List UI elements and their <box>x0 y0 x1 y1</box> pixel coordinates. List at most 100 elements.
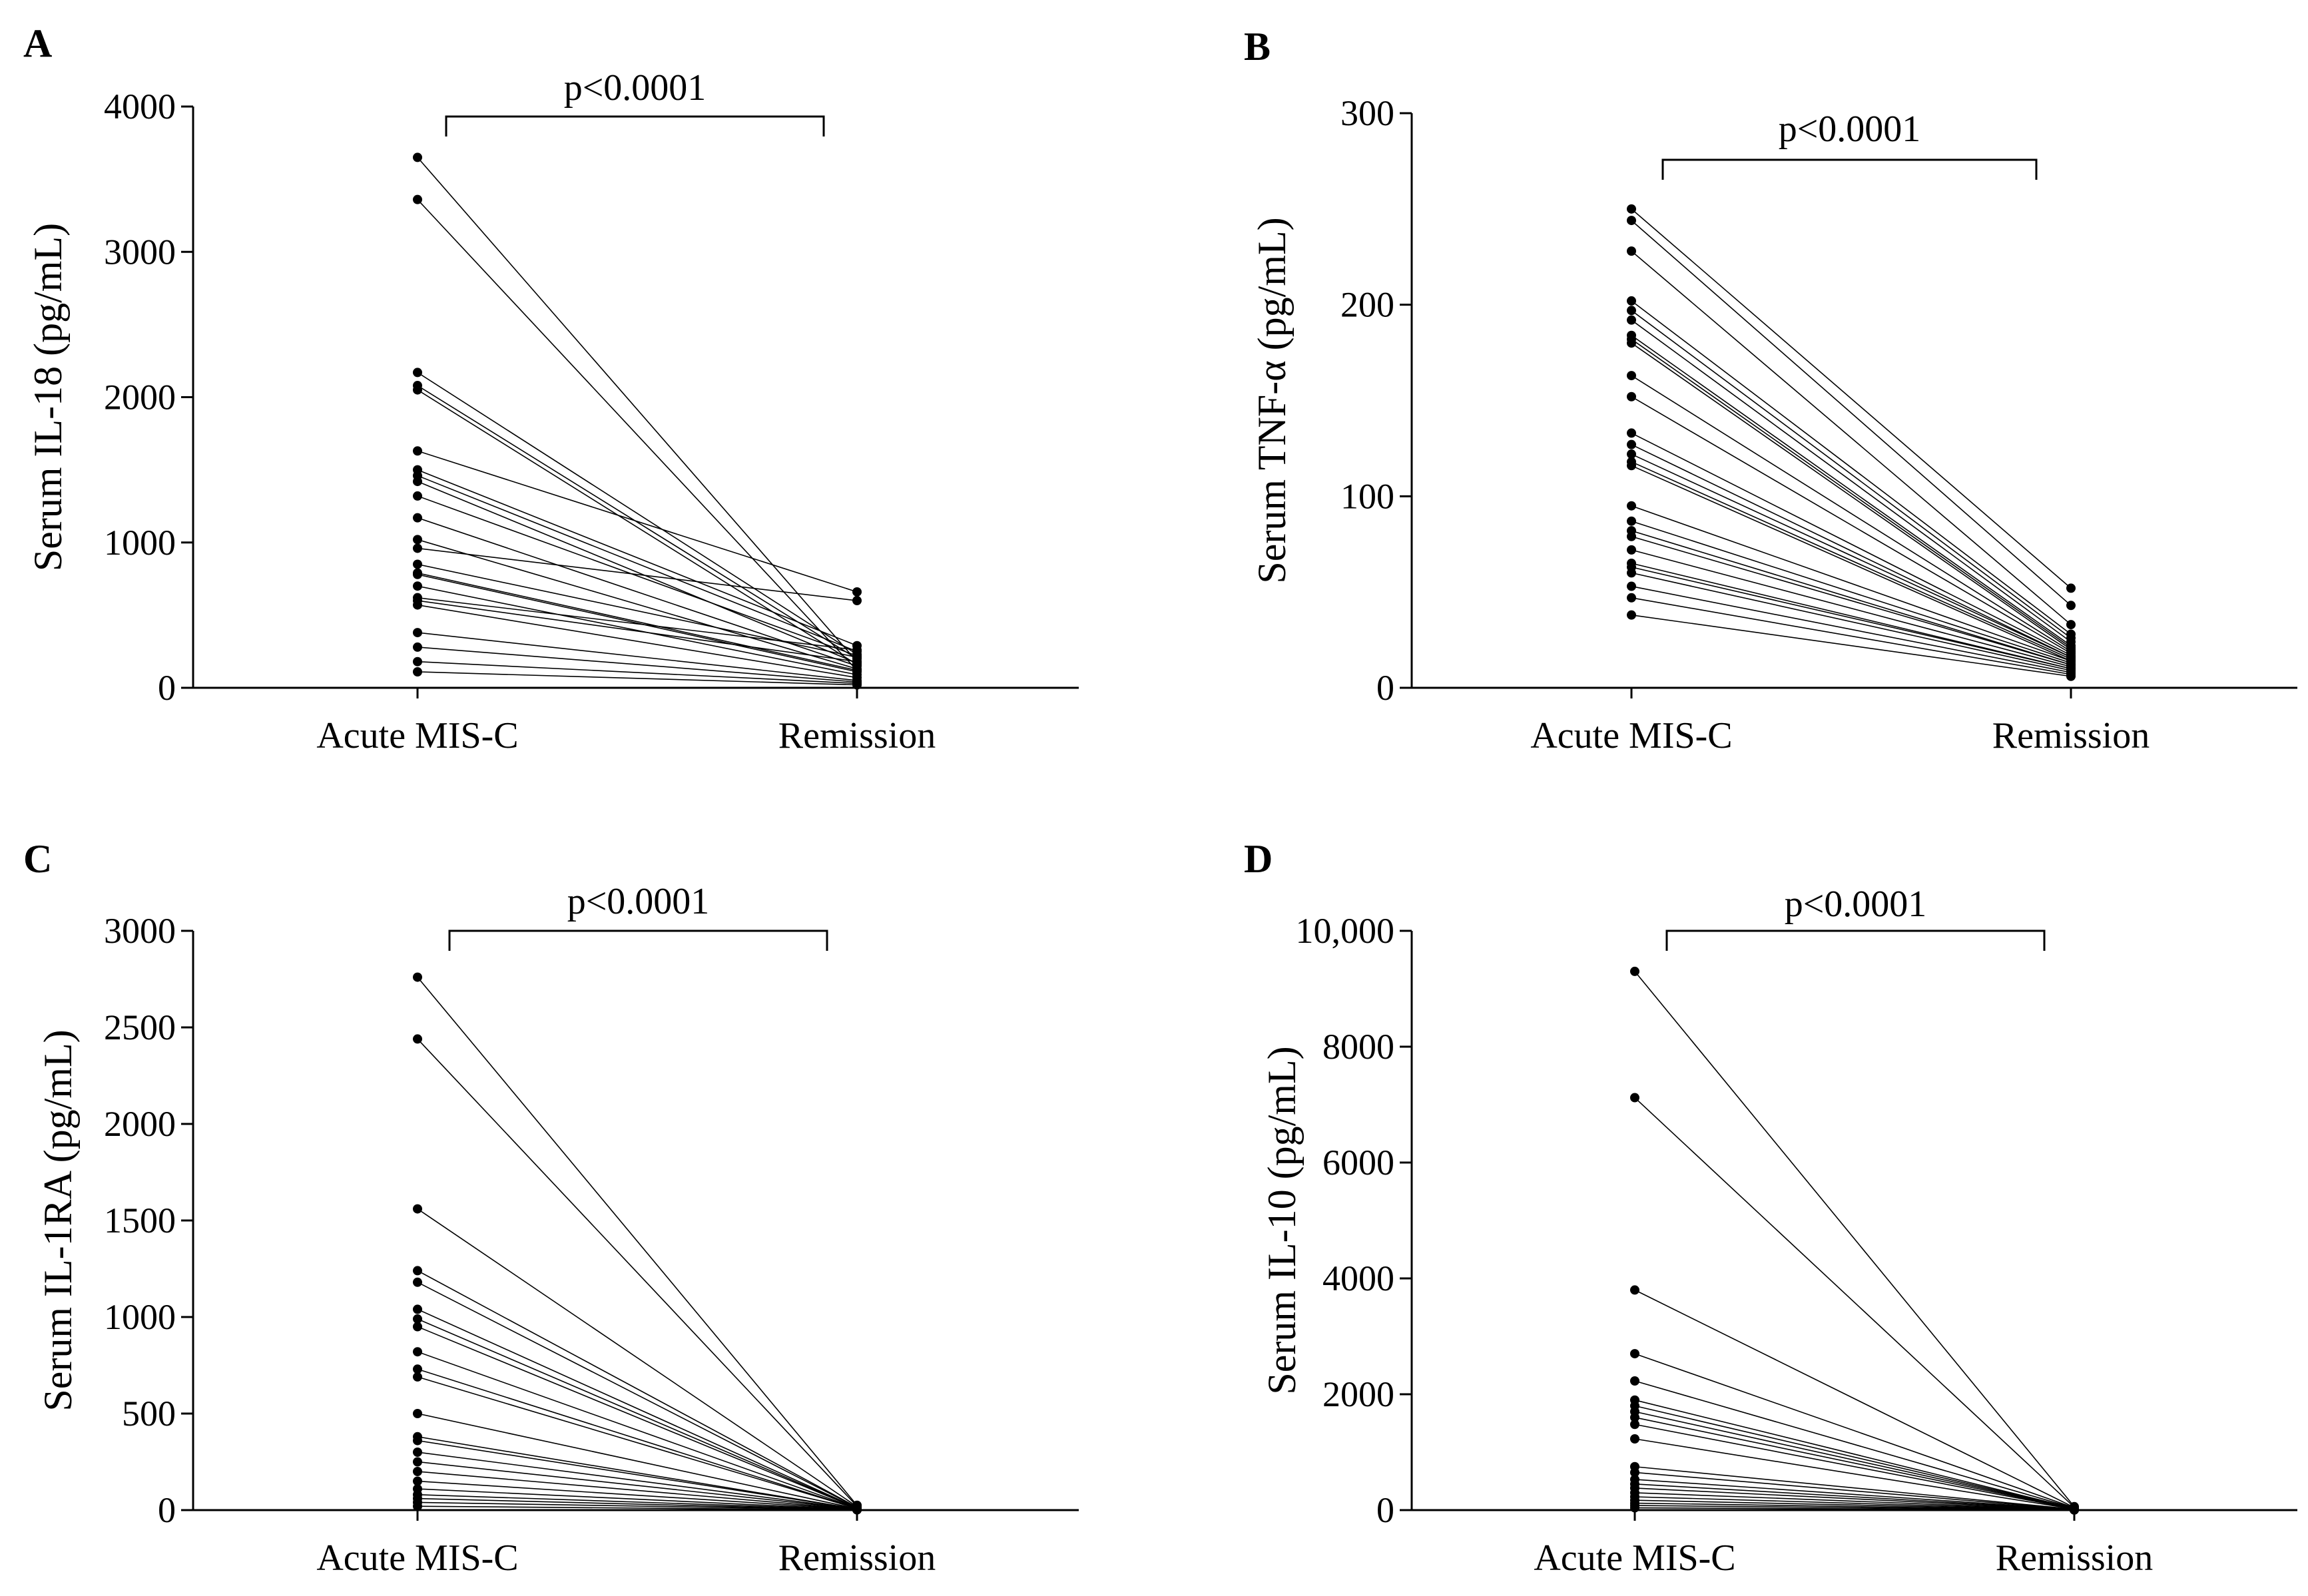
data-point-acute <box>1630 1503 1639 1513</box>
data-point-acute <box>1630 1376 1639 1386</box>
x-category-label: Remission <box>1992 715 2150 756</box>
data-point-acute <box>1627 581 1636 591</box>
pair-line <box>1634 1380 2075 1509</box>
pair-line <box>1631 572 2072 671</box>
data-point-remission <box>2066 601 2076 611</box>
data-point-acute <box>1627 306 1636 316</box>
pair-line <box>417 1501 858 1511</box>
data-point-acute <box>1630 1412 1639 1422</box>
pair-line <box>417 1494 858 1510</box>
pair-line <box>417 1308 858 1509</box>
x-category-label: Acute MIS-C <box>316 1537 518 1579</box>
significance-bracket <box>448 930 828 951</box>
data-point-acute <box>413 385 422 395</box>
p-value-label: p<0.0001 <box>1779 109 1921 150</box>
pair-line <box>417 573 858 672</box>
data-point-acute <box>413 1304 422 1314</box>
pair-line <box>1631 505 2072 662</box>
pair-line <box>1631 338 2072 649</box>
pair-line <box>1631 250 2072 625</box>
pair-line <box>1634 1289 2075 1508</box>
pair-line <box>417 661 858 684</box>
data-point-acute <box>413 535 422 545</box>
p-value-label: p<0.0001 <box>564 67 707 109</box>
data-point-remission <box>852 645 862 655</box>
pair-line <box>417 1471 858 1510</box>
data-point-acute <box>413 1476 422 1486</box>
data-point-acute <box>413 1266 422 1276</box>
pair-line <box>417 563 858 658</box>
data-point-acute <box>1627 204 1636 214</box>
data-point-acute <box>413 1314 422 1324</box>
data-point-acute <box>413 559 422 569</box>
pair-line <box>1634 1438 2075 1510</box>
data-point-acute <box>413 446 422 456</box>
pair-line <box>1631 461 2072 660</box>
data-point-acute <box>1630 1093 1639 1103</box>
y-tick-label: 8000 <box>1322 1027 1394 1067</box>
pair-line <box>1634 1483 2075 1511</box>
pair-line <box>417 1376 858 1509</box>
y-tick-label: 2500 <box>104 1007 176 1047</box>
data-point-acute <box>413 1204 422 1214</box>
pair-line <box>1631 432 2072 656</box>
data-point-acute <box>413 593 422 603</box>
pair-line <box>417 1505 858 1511</box>
panel-a: A 0 1000 2000 3000 4000 Serum IL-18 (pg/mL) Acu… <box>23 21 1079 756</box>
y-tick-label: 500 <box>122 1394 176 1434</box>
pair-line <box>1631 453 2072 658</box>
x-category-label: Remission <box>778 715 936 756</box>
pair-line <box>1631 566 2072 670</box>
data-point-acute <box>1630 1349 1639 1359</box>
data-point-acute <box>1630 1467 1639 1477</box>
data-point-remission <box>2070 1505 2079 1515</box>
data-point-acute <box>413 194 422 204</box>
data-point-acute <box>413 972 422 982</box>
data-point-acute <box>413 1347 422 1357</box>
pair-line <box>1631 396 2072 654</box>
pair-line <box>417 495 858 657</box>
pair-line <box>417 481 858 664</box>
data-point-acute <box>413 569 422 579</box>
y-tick-label: 6000 <box>1322 1143 1394 1183</box>
pair-line <box>417 547 858 601</box>
pair-line <box>1634 971 2075 1507</box>
x-category-label: Remission <box>1996 1537 2153 1579</box>
pair-line <box>417 1461 858 1510</box>
data-point-acute <box>1627 216 1636 226</box>
pair-line <box>417 389 858 665</box>
y-tick-label: 10,000 <box>1296 911 1395 951</box>
panel-c: C 0 500 1000 1500 2000 2500 3000 Serum IL-1RA (p… <box>23 837 1079 1579</box>
data-point-acute <box>1630 1434 1639 1444</box>
data-point-acute <box>1630 1285 1639 1295</box>
pair-line <box>1631 220 2072 606</box>
y-tick-label: 2000 <box>104 378 176 417</box>
pair-line <box>417 647 858 683</box>
data-point-acute <box>413 657 422 666</box>
y-tick-label: 100 <box>1340 476 1394 516</box>
data-point-acute <box>1630 1420 1639 1430</box>
y-tick-label: 4000 <box>104 87 176 127</box>
data-point-acute <box>1627 296 1636 306</box>
pair-line <box>1631 520 2072 664</box>
data-point-acute <box>413 1372 422 1382</box>
panel-letter: A <box>23 21 52 65</box>
data-point-acute <box>1627 568 1636 578</box>
pair-line <box>1634 1353 2075 1509</box>
pair-line <box>417 600 858 663</box>
pair-line <box>1631 335 2072 647</box>
data-point-remission <box>852 596 862 606</box>
y-axis-title: Serum TNF-α (pg/mL) <box>1250 217 1294 583</box>
pair-line <box>417 597 858 651</box>
pair-line <box>1634 1492 2075 1511</box>
pair-line <box>1631 342 2072 651</box>
data-point-acute <box>1627 439 1636 449</box>
data-point-remission <box>2066 620 2076 630</box>
data-point-acute <box>413 1034 422 1044</box>
pair-line <box>1631 443 2072 658</box>
pair-line <box>1631 597 2072 675</box>
y-tick-label: 0 <box>1376 668 1394 708</box>
data-point-acute <box>413 642 422 652</box>
data-point-acute <box>1627 246 1636 256</box>
data-point-acute <box>1630 966 1639 976</box>
